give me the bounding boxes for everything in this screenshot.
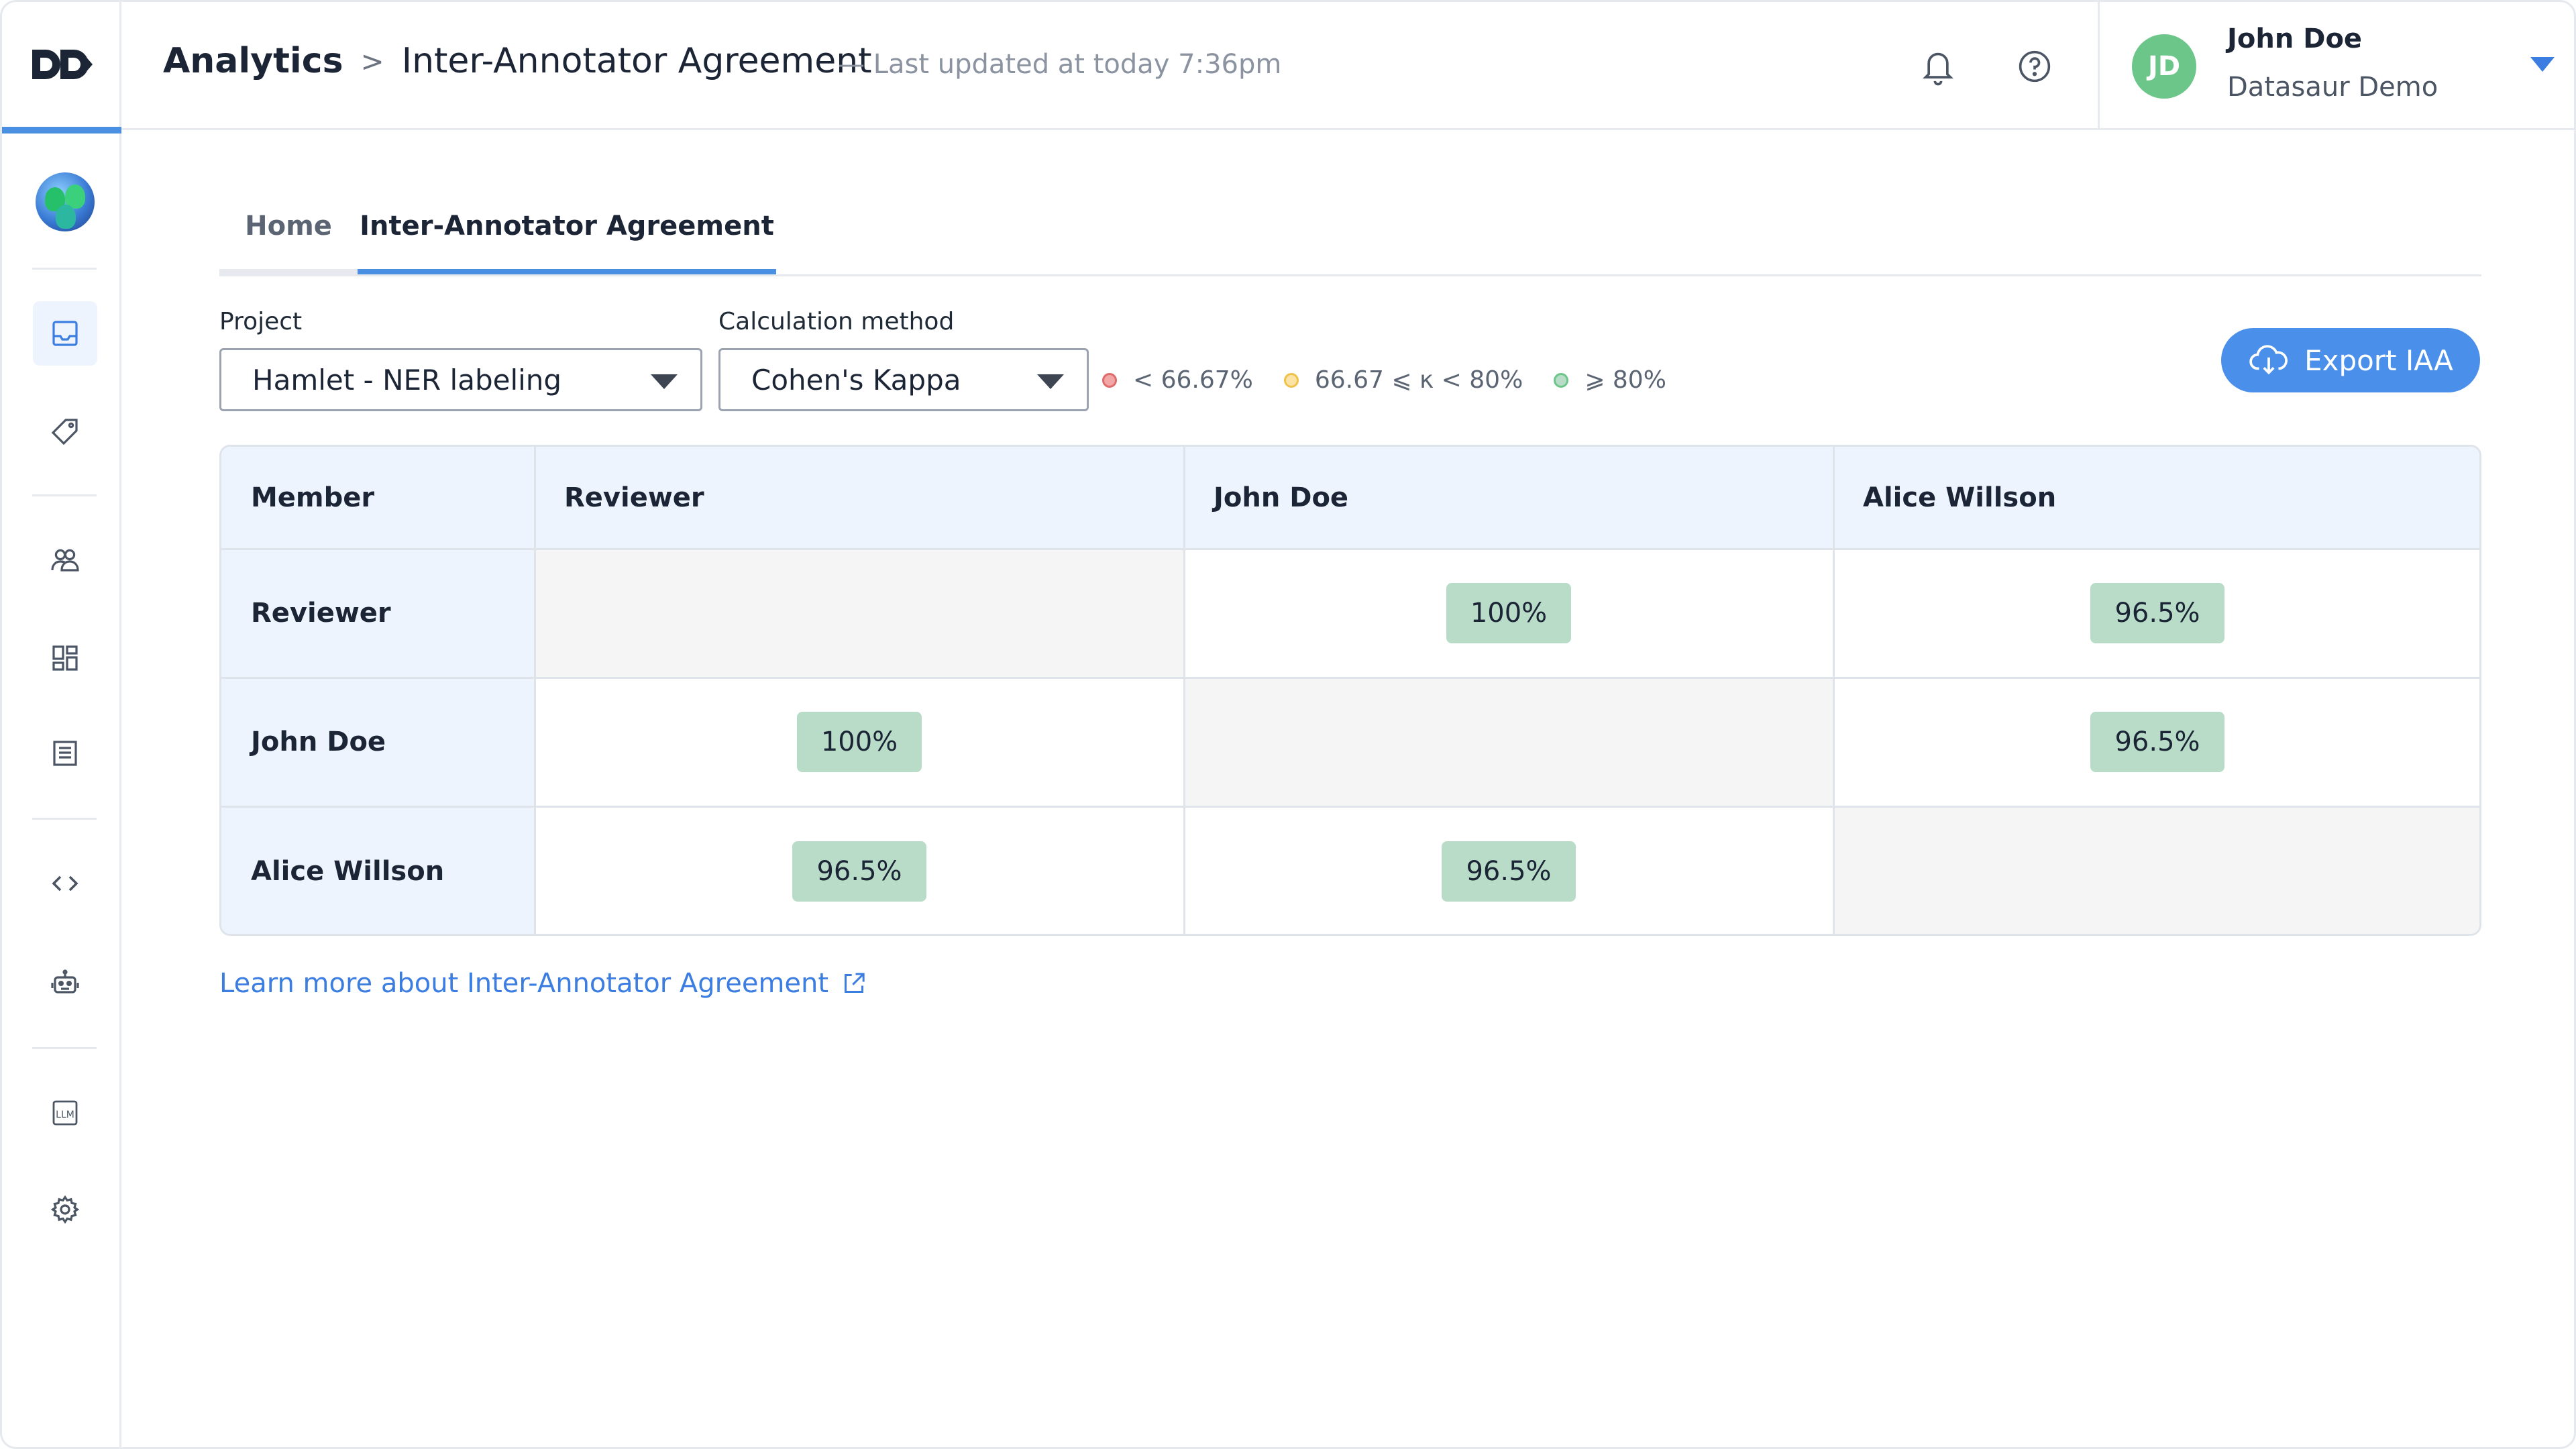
caret-down-icon (651, 374, 678, 389)
project-label: Project (219, 308, 303, 335)
robot-icon[interactable] (33, 951, 97, 1015)
learn-more-text: Learn more about Inter-Annotator Agreeme… (219, 968, 829, 999)
datasaur-logo-icon (32, 50, 93, 79)
column-header-member: Member (221, 447, 535, 549)
learn-more-link[interactable]: Learn more about Inter-Annotator Agreeme… (219, 968, 867, 999)
legend-item-high: ⩾ 80% (1554, 366, 1666, 394)
table-cell (1184, 678, 1833, 806)
breadcrumb-current: Inter-Annotator Agreement (401, 41, 872, 81)
tag-icon[interactable] (33, 399, 97, 464)
agreement-score: 96.5% (792, 841, 926, 902)
iaa-matrix-table: Member Reviewer John Doe Alice Willson R… (219, 445, 2481, 936)
inbox-icon[interactable] (33, 301, 97, 366)
legend-dot-red (1102, 372, 1117, 388)
chevron-down-icon[interactable] (2530, 57, 2555, 72)
user-avatar: JD (2132, 34, 2196, 99)
table-cell (1833, 806, 2479, 934)
breadcrumb: Analytics > Inter-Annotator Agreement (163, 41, 872, 81)
calculation-method-select[interactable]: Cohen's Kappa (718, 348, 1089, 411)
user-menu[interactable]: JD John Doe Datasaur Demo (2098, 2, 2574, 128)
dashboard-icon[interactable] (33, 626, 97, 690)
table-cell: 96.5% (535, 806, 1184, 934)
bell-icon[interactable] (1914, 42, 1962, 91)
agreement-score: 100% (1446, 583, 1572, 643)
top-header: Analytics > Inter-Annotator Agreement — … (121, 2, 2574, 130)
table-cell: 100% (1184, 549, 1833, 678)
agreement-legend: < 66.67% 66.67 ⩽ κ < 80% ⩾ 80% (1102, 366, 1697, 394)
external-link-icon (845, 973, 865, 993)
gear-icon[interactable] (33, 1177, 97, 1242)
table-cell (535, 549, 1184, 678)
table-cell: 100% (535, 678, 1184, 806)
column-header-reviewer: Reviewer (535, 447, 1184, 549)
llm-icon[interactable]: LLM (33, 1081, 97, 1145)
export-iaa-label: Export IAA (2304, 343, 2453, 377)
calculation-method-label: Calculation method (718, 308, 955, 335)
cloud-download-icon (2249, 345, 2288, 375)
user-name: John Doe (2227, 23, 2363, 54)
help-icon[interactable] (2010, 42, 2059, 91)
breadcrumb-root[interactable]: Analytics (163, 41, 343, 81)
agreement-score: 96.5% (1442, 841, 1576, 902)
column-header-alice-willson: Alice Willson (1833, 447, 2479, 549)
caret-down-icon (1037, 374, 1064, 389)
agreement-score: 96.5% (2090, 712, 2224, 772)
export-iaa-button[interactable]: Export IAA (2221, 328, 2480, 392)
table-cell: 96.5% (1184, 806, 1833, 934)
legend-label-medium: 66.67 ⩽ κ < 80% (1314, 366, 1523, 394)
project-select-value: Hamlet - NER labeling (252, 363, 562, 396)
calculation-method-value: Cohen's Kappa (751, 363, 961, 396)
legend-item-medium: 66.67 ⩽ κ < 80% (1283, 366, 1523, 394)
project-select[interactable]: Hamlet - NER labeling (219, 348, 702, 411)
legend-dot-green (1554, 372, 1569, 388)
legend-dot-yellow (1283, 372, 1299, 388)
breadcrumb-separator: > (360, 44, 384, 78)
user-org: Datasaur Demo (2227, 72, 2438, 103)
agreement-score: 96.5% (2090, 583, 2224, 643)
row-header-reviewer: Reviewer (221, 549, 535, 678)
last-updated-text: — Last updated at today 7:36pm (838, 49, 1282, 80)
tab-bar: Home Inter-Annotator Agreement (219, 183, 2481, 276)
legend-label-high: ⩾ 80% (1585, 366, 1666, 394)
row-header-alice-willson: Alice Willson (221, 806, 535, 934)
row-header-john-doe: John Doe (221, 678, 535, 806)
sidebar: LLM (2, 2, 121, 1447)
legend-item-low: < 66.67% (1102, 366, 1253, 394)
table-cell: 96.5% (1833, 549, 2479, 678)
document-list-icon[interactable] (33, 721, 97, 786)
code-icon[interactable] (33, 851, 97, 916)
project-avatar[interactable] (36, 172, 95, 231)
table-cell: 96.5% (1833, 678, 2479, 806)
team-icon[interactable] (33, 528, 97, 592)
column-header-john-doe: John Doe (1184, 447, 1833, 549)
tab-inter-annotator-agreement[interactable]: Inter-Annotator Agreement (358, 183, 776, 274)
agreement-score: 100% (796, 712, 922, 772)
logo[interactable] (2, 2, 121, 133)
tab-home[interactable]: Home (219, 183, 358, 274)
legend-label-low: < 66.67% (1133, 366, 1253, 394)
svg-text:LLM: LLM (56, 1110, 74, 1120)
